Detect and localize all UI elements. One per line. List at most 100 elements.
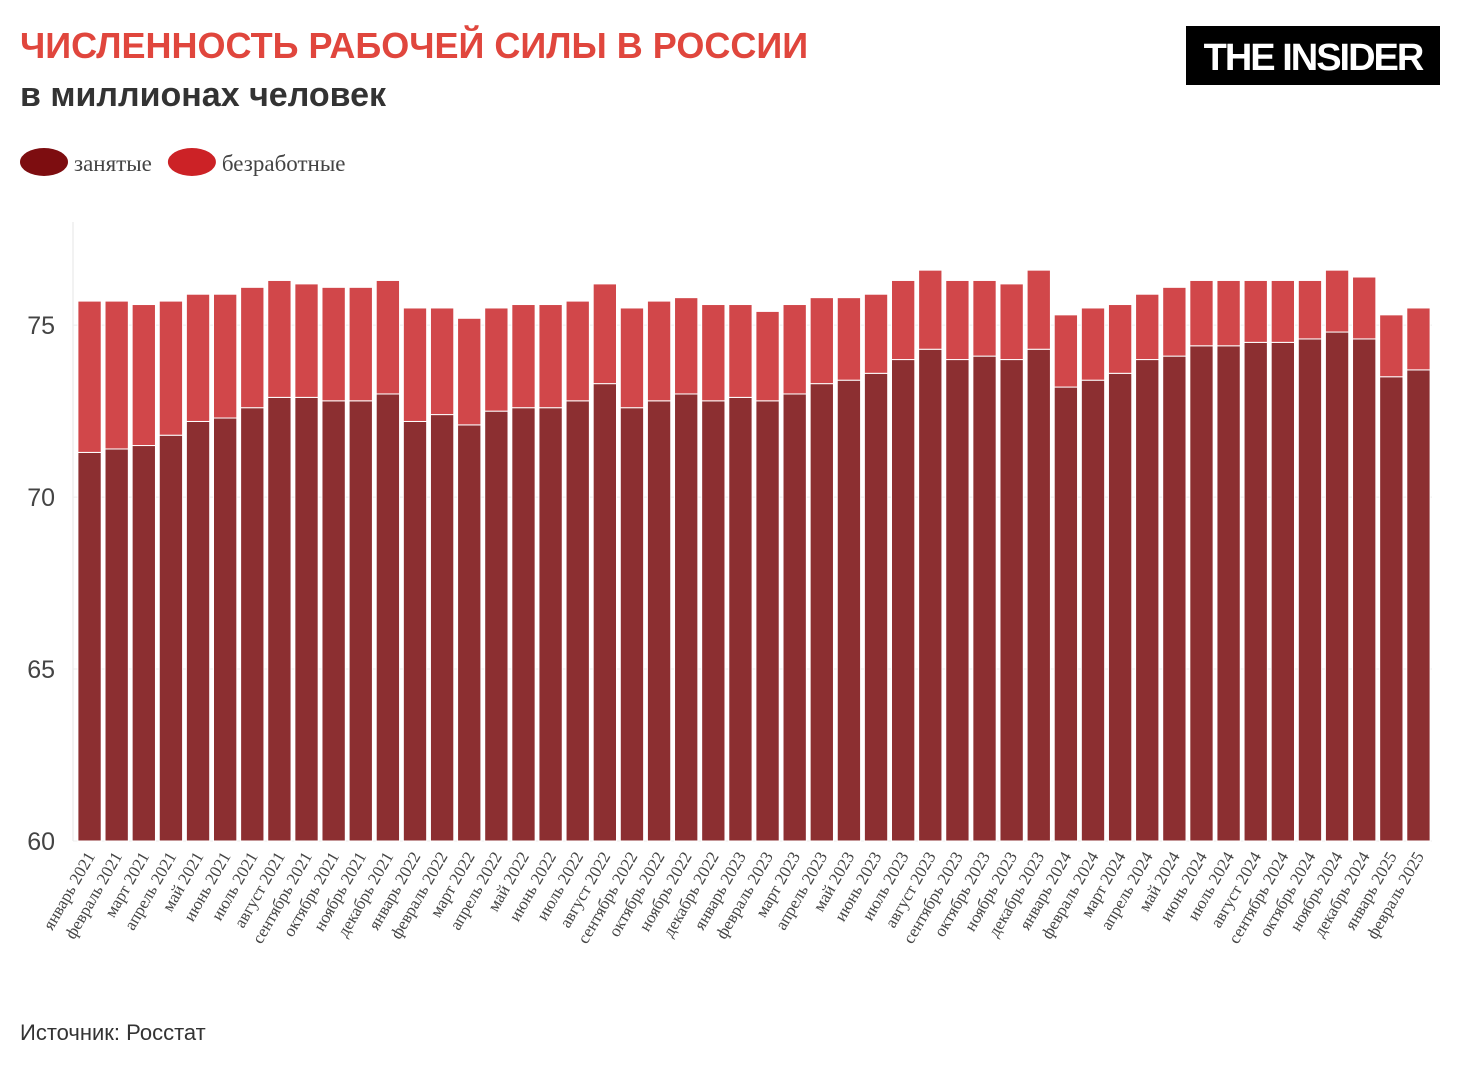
bar-segment: [158, 434, 184, 842]
source: Источник: Росстат: [20, 1020, 206, 1045]
bar-segment: [402, 307, 428, 422]
bar-segment: [592, 383, 618, 842]
bar-segment: [972, 279, 997, 357]
bar-segment: [511, 304, 536, 409]
bar-segment: [1379, 376, 1404, 842]
bar-segment: [1135, 359, 1160, 842]
bar-segment: [918, 348, 943, 842]
bar-segment: [646, 400, 672, 842]
bar-segment: [484, 410, 509, 842]
bar-segment: [457, 317, 482, 426]
bar-segment: [565, 300, 590, 402]
bar-segment: [565, 400, 590, 842]
bar-segment: [782, 393, 807, 842]
bar-segment: [1324, 269, 1350, 333]
bar-segment: [1162, 355, 1187, 842]
bar-segment: [1216, 345, 1241, 842]
bar-segment: [1216, 279, 1241, 347]
bar-segment: [185, 293, 211, 422]
bar-segment: [1135, 293, 1160, 361]
bar-segment: [972, 355, 997, 842]
bar-segment: [782, 304, 807, 395]
bar-segment: [809, 297, 834, 385]
bar-segment: [890, 359, 916, 842]
bar-segment: [1189, 345, 1214, 842]
bar-segment: [131, 304, 156, 447]
bar-segment: [538, 304, 563, 409]
y-tick-label: 75: [27, 312, 55, 340]
bar-segment: [1026, 269, 1051, 350]
bar-segment: [294, 283, 319, 398]
bar-segment: [728, 304, 753, 398]
bar-segment: [1406, 369, 1431, 842]
y-tick-label: 65: [27, 656, 55, 684]
bar-segment: [484, 307, 509, 412]
bar-segment: [592, 283, 618, 385]
bar-segment: [77, 451, 102, 842]
bar-segment: [131, 445, 156, 842]
y-tick-label: 60: [27, 828, 55, 856]
bar-segment: [375, 393, 401, 842]
bar-segment: [863, 293, 889, 374]
bar-segment: [429, 414, 455, 842]
bar-segment: [1189, 279, 1214, 347]
bar-segment: [755, 310, 780, 402]
bar-segment: [619, 307, 645, 409]
bar-segment: [240, 407, 265, 842]
bar-segment: [619, 407, 645, 842]
bar-segment: [1379, 314, 1404, 378]
bar-segment: [646, 300, 672, 402]
bar-segment: [104, 300, 129, 450]
bar-segment: [1053, 386, 1079, 842]
bar-segment: [701, 400, 726, 842]
bar-segment: [538, 407, 563, 842]
bar-segment: [240, 286, 265, 409]
bar-segment: [1243, 279, 1268, 343]
bar-segment: [674, 393, 699, 842]
legend-swatch: [167, 148, 216, 176]
legend-swatch: [20, 148, 68, 176]
bar-segment: [212, 293, 238, 419]
bar-segment: [674, 297, 699, 395]
bar-segment: [267, 396, 292, 842]
bar-segment: [77, 300, 102, 453]
bar-segment: [348, 400, 373, 842]
bar-segment: [945, 359, 970, 842]
bar-segment: [755, 400, 780, 842]
bar-segment: [267, 279, 292, 398]
bar-segment: [728, 396, 753, 842]
bar-segment: [104, 448, 129, 842]
logo: THE INSIDER: [1204, 37, 1424, 79]
bar-segment: [918, 269, 943, 350]
bar-segment: [1297, 279, 1323, 340]
bar-segment: [999, 283, 1024, 361]
bar-segment: [863, 372, 889, 842]
bar-segment: [321, 286, 346, 402]
bar-segment: [429, 307, 455, 416]
bar-segment: [321, 400, 346, 842]
bar-segment: [1352, 338, 1377, 842]
y-tick-label: 70: [27, 484, 55, 512]
bar-segment: [402, 420, 428, 842]
bar-segment: [1297, 338, 1323, 842]
bar-segment: [1053, 314, 1079, 388]
bar-segment: [1080, 307, 1106, 381]
bar-segment: [294, 396, 319, 842]
bar-segment: [1080, 379, 1106, 842]
bar-segment: [1324, 331, 1350, 842]
bar-segment: [890, 279, 916, 361]
bar-segment: [945, 279, 970, 361]
bar-segment: [1352, 276, 1377, 340]
bar-segment: [809, 383, 834, 842]
bar-segment: [1270, 279, 1296, 343]
legend-label: безработные: [222, 151, 346, 176]
logo-box: [1186, 26, 1440, 85]
bar-segment: [836, 297, 862, 381]
bar-segment: [375, 279, 401, 395]
bar-segment: [457, 424, 482, 842]
bar-segment: [1107, 304, 1133, 374]
bar-segment: [185, 420, 211, 842]
bar-segment: [158, 300, 184, 436]
bar-segment: [1270, 341, 1296, 842]
